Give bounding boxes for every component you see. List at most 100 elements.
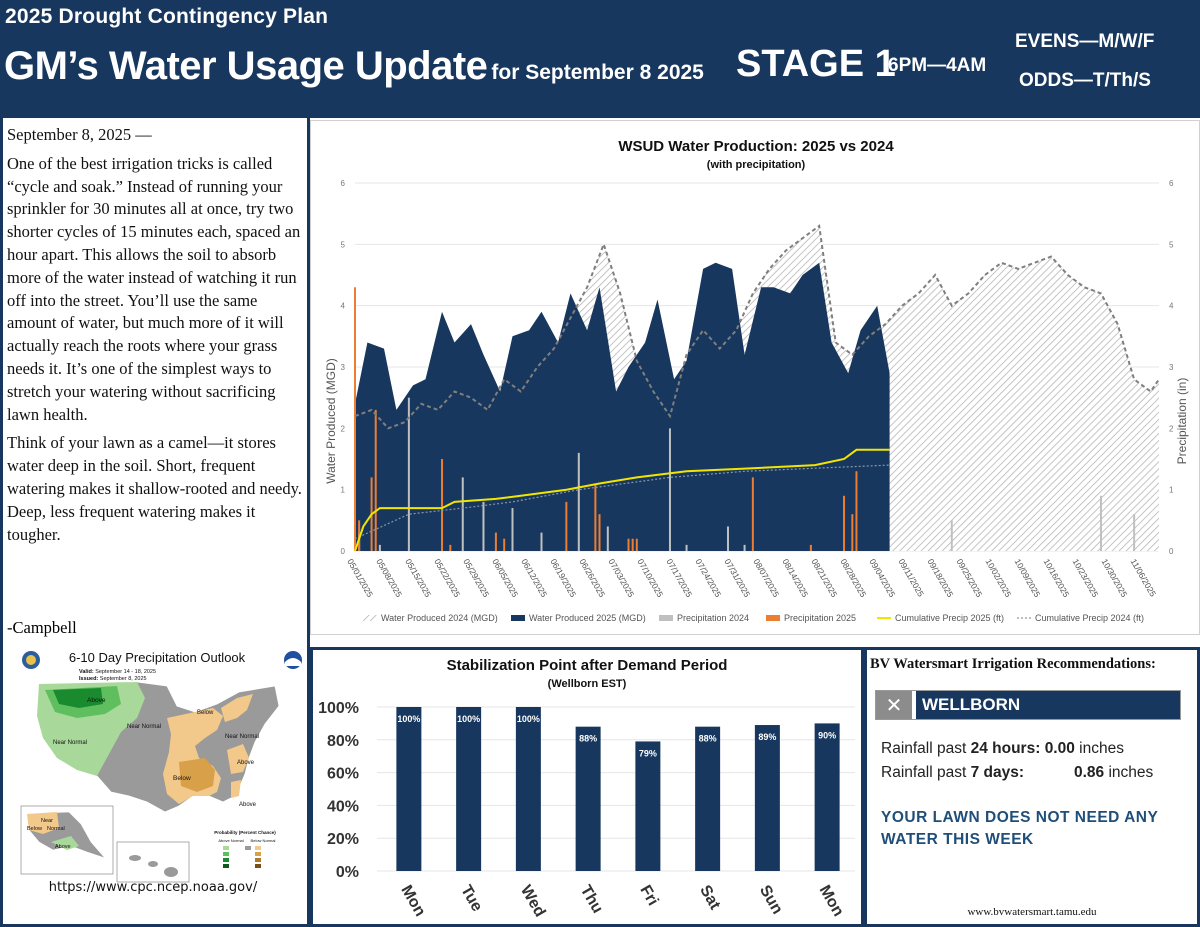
legend-label: Water Produced 2024 (MGD): [381, 613, 498, 623]
rainfall-24h-colon: :: [1035, 740, 1045, 757]
precip-2024-bar: [540, 532, 543, 551]
evens-schedule: EVENS—M/W/F: [1015, 31, 1155, 52]
stabilization-bar: [814, 723, 840, 871]
plan-title: 2025 Drought Contingency Plan: [5, 5, 329, 28]
rainfall-24h-prefix: Rainfall past: [881, 740, 971, 757]
precip-2024-bar: [726, 526, 729, 551]
bv-title: BV Watersmart Irrigation Recommendations…: [870, 656, 1156, 672]
legend-swatch: [766, 615, 780, 621]
legend-swatch: [511, 615, 525, 621]
x-tick-label: 07/03/2025: [606, 557, 636, 599]
y-tick-label: 80%: [327, 733, 359, 750]
x-tick-label: 08/07/2025: [751, 557, 781, 599]
precip-2024-bar: [1099, 495, 1102, 551]
x-tick-label: 05/01/2025: [345, 557, 375, 599]
y2-tick-label: 4: [1169, 302, 1174, 311]
precip-2025-bar: [565, 501, 568, 551]
outlook-issued-label: Issued:: [79, 676, 98, 682]
location-selector[interactable]: ✕ WELLBORN: [875, 690, 1181, 720]
map-label-near-normal-west: Near Normal: [53, 740, 87, 746]
water-production-chart: WSUD Water Production: 2025 vs 2024 (wit…: [324, 138, 1189, 623]
x-category-label: Tue: [457, 883, 485, 915]
precip-2024-bar: [407, 397, 410, 551]
x-tick-label: 07/10/2025: [635, 557, 665, 599]
rainfall-7d-prefix: Rainfall past: [881, 764, 971, 781]
x-tick-label: 05/22/2025: [432, 557, 462, 599]
outlook-legend-title: Probability (Percent Chance): [214, 830, 276, 835]
precipitation-outlook-map: 6-10 Day Precipitation Outlook Valid: Se…: [17, 646, 303, 888]
svg-text:Issued: September 8, 2025: Issued: September 8, 2025: [79, 676, 147, 682]
x-tick-label: 10/23/2025: [1071, 557, 1101, 599]
outlook-title: 6-10 Day Precipitation Outlook: [69, 650, 246, 665]
y-tick-label: 1: [341, 486, 346, 495]
legend-label: Cumulative Precip 2025 (ft): [895, 613, 1004, 623]
precip-2025-bar: [851, 514, 854, 551]
main-chart-title: WSUD Water Production: 2025 vs 2024: [618, 138, 894, 155]
precip-2025-bar: [843, 495, 846, 551]
bv-url[interactable]: www.bvwatersmart.tamu.edu: [967, 906, 1097, 918]
x-tick-label: 07/31/2025: [722, 557, 752, 599]
precip-2025-bar: [635, 538, 638, 551]
y2-tick-label: 3: [1169, 363, 1174, 372]
article-signature: -Campbell: [7, 618, 77, 637]
precip-2025-bar: [594, 483, 597, 551]
y-tick-label: 6: [341, 179, 346, 188]
map-label-above-east: Above: [237, 760, 255, 766]
odds-schedule: ODDS—T/Th/S: [1019, 70, 1151, 91]
close-icon[interactable]: ✕: [876, 691, 912, 719]
bar-value-label: 79%: [639, 748, 657, 758]
stabilization-chart: Stabilization Point after Demand Period …: [318, 657, 855, 920]
x-tick-label: 07/24/2025: [693, 557, 723, 599]
cumulative-precip-2024-line: [354, 464, 890, 540]
usa-map: Above Near Normal Near Normal Below Near…: [36, 681, 280, 813]
bar-value-label: 89%: [758, 732, 776, 742]
x-tick-label: 05/29/2025: [461, 557, 491, 599]
rainfall-7d-unit: inches: [1104, 764, 1154, 781]
area-2025: [355, 262, 890, 551]
x-tick-label: 05/08/2025: [374, 557, 404, 599]
header-banner: 2025 Drought Contingency Plan GM’s Water…: [0, 0, 1200, 118]
x-tick-label: 10/30/2025: [1100, 557, 1130, 599]
x-tick-label: 09/11/2025: [896, 557, 926, 599]
alaska-label-below: Below: [27, 826, 42, 832]
stabilization-bar: [515, 707, 541, 871]
stabilization-bar: [575, 726, 601, 871]
precip-2024-bar: [511, 508, 514, 551]
x-tick-label: 06/12/2025: [519, 557, 549, 599]
rainfall-7d-colon: :: [1018, 764, 1025, 781]
x-category-label: Sun: [756, 883, 786, 918]
outlook-valid-label: Valid:: [79, 669, 94, 675]
x-tick-label: 11/06/2025: [1129, 557, 1159, 599]
y2-tick-label: 5: [1169, 240, 1174, 249]
x-tick-label: 10/09/2025: [1013, 557, 1043, 599]
y-tick-label: 5: [341, 240, 346, 249]
y-tick-label: 20%: [327, 831, 359, 848]
outlook-source-url[interactable]: https://www.cpc.ncep.noaa.gov/: [48, 880, 258, 895]
map-label-below-south: Below: [173, 775, 191, 782]
precip-2025-bar: [631, 538, 634, 551]
y-tick-label: 40%: [327, 798, 359, 815]
outlook-issued: September 8, 2025: [100, 676, 147, 682]
map-label-near-normal-central: Near Normal: [127, 724, 161, 730]
precip-2024-bar: [577, 452, 580, 551]
precip-2025-bar: [374, 409, 377, 551]
article-paragraph-1: One of the best irrigation tricks is cal…: [7, 153, 301, 424]
x-category-label: Sat: [696, 883, 724, 914]
precip-2024-bar: [461, 477, 464, 551]
y-tick-label: 100%: [318, 700, 359, 717]
y2-tick-label: 0: [1169, 547, 1174, 556]
bar-value-label: 100%: [397, 714, 420, 724]
x-tick-label: 08/14/2025: [780, 557, 810, 599]
x-tick-label: 05/15/2025: [403, 557, 433, 599]
page-title-main: GM’s Water Usage Update: [4, 44, 488, 88]
precip-2024-bar: [482, 501, 485, 551]
x-category-label: Mon: [816, 883, 847, 920]
precip-2024-bar: [378, 544, 381, 551]
legend-above-label: Above Normal: [218, 838, 243, 843]
x-tick-label: 06/19/2025: [548, 557, 578, 599]
water-production-chart-panel: WSUD Water Production: 2025 vs 2024 (wit…: [310, 120, 1200, 635]
bar-value-label: 88%: [699, 734, 717, 744]
map-label-above-southeast: Above: [239, 802, 257, 808]
precip-2025-bar: [598, 514, 601, 551]
rainfall-24h-unit: inches: [1074, 740, 1124, 757]
